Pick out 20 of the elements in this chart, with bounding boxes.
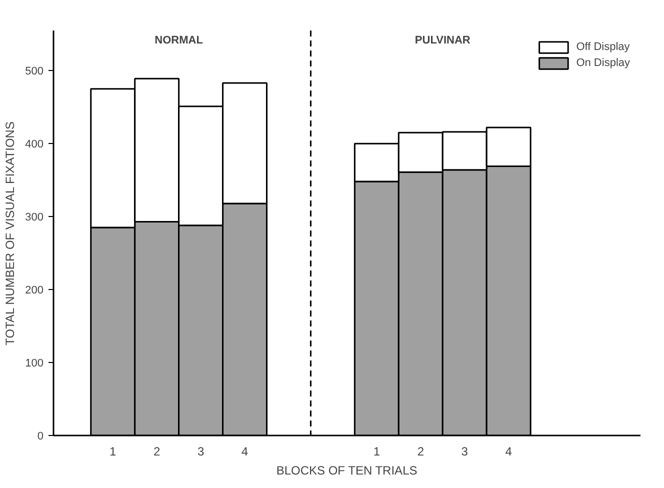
annotation: PULVINAR [414, 34, 470, 46]
y-tick-label: 400 [25, 138, 44, 151]
y-tick-label: 0 [37, 430, 44, 442]
x-tick-label: 4 [505, 444, 512, 458]
y-tick-label: 300 [25, 212, 44, 224]
x-tick-label: 3 [197, 444, 204, 458]
x-tick-label: 2 [417, 444, 424, 458]
y-tick-label: 200 [25, 284, 44, 297]
x-tick-label: 4 [241, 444, 248, 458]
x-tick-label: 3 [461, 444, 468, 458]
y-axis-title: TOTAL NUMBER OF VISUAL FIXATIONS [3, 122, 18, 346]
y-tick-label: 500 [25, 66, 44, 78]
x-tick-label: 1 [373, 444, 380, 458]
x-tick-label: 2 [153, 444, 160, 458]
legend-label: Off Display [576, 41, 630, 53]
legend-label: On Display [576, 57, 630, 69]
annotation: NORMAL [154, 34, 204, 46]
x-tick-label: 1 [110, 444, 117, 458]
y-tick-label: 100 [25, 358, 44, 370]
x-axis-title: BLOCKS OF TEN TRIALS [276, 464, 418, 478]
